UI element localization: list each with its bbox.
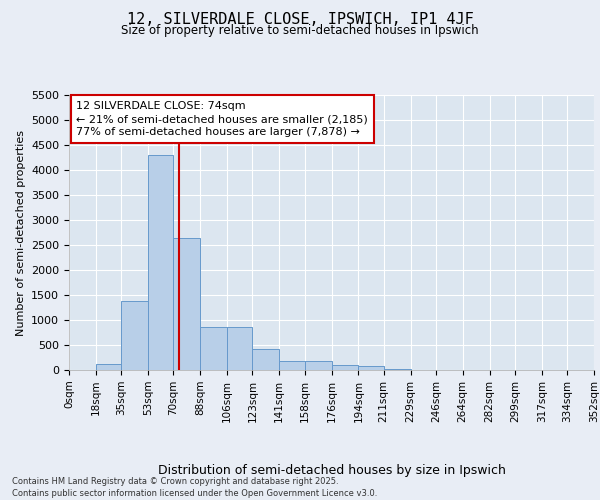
Bar xyxy=(358,366,384,370)
Bar xyxy=(96,364,121,370)
Bar xyxy=(384,369,410,370)
Text: Size of property relative to semi-detached houses in Ipswich: Size of property relative to semi-detach… xyxy=(121,24,479,37)
Y-axis label: Number of semi-detached properties: Number of semi-detached properties xyxy=(16,130,26,336)
Bar xyxy=(253,349,279,370)
Text: Contains HM Land Registry data © Crown copyright and database right 2025.
Contai: Contains HM Land Registry data © Crown c… xyxy=(12,476,377,498)
Text: 12 SILVERDALE CLOSE: 74sqm
← 21% of semi-detached houses are smaller (2,185)
77%: 12 SILVERDALE CLOSE: 74sqm ← 21% of semi… xyxy=(76,101,368,138)
X-axis label: Distribution of semi-detached houses by size in Ipswich: Distribution of semi-detached houses by … xyxy=(158,464,505,476)
Bar xyxy=(331,365,358,370)
Bar xyxy=(227,326,253,370)
Bar xyxy=(200,326,227,370)
Bar xyxy=(121,301,148,370)
Text: 12, SILVERDALE CLOSE, IPSWICH, IP1 4JF: 12, SILVERDALE CLOSE, IPSWICH, IP1 4JF xyxy=(127,12,473,28)
Bar xyxy=(305,361,332,370)
Bar xyxy=(279,361,305,370)
Bar xyxy=(173,238,200,370)
Bar xyxy=(148,155,173,370)
